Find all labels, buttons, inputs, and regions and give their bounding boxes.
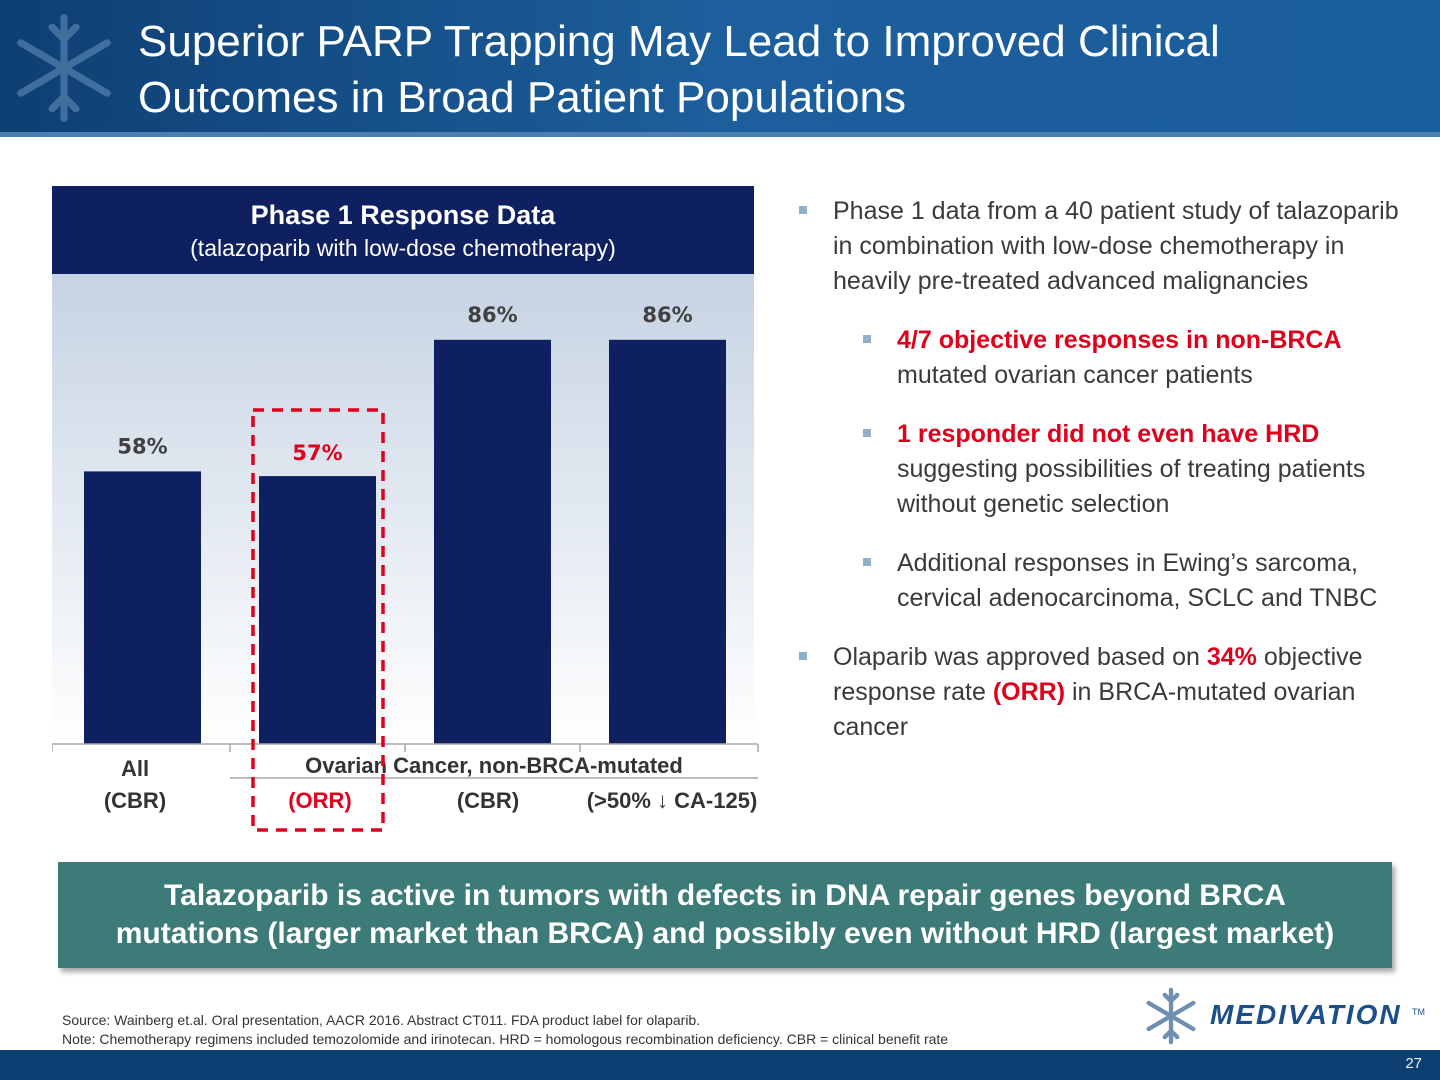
footnote-note: Note: Chemotherapy regimens included tem… <box>62 1031 949 1047</box>
brand-trademark: TM <box>1412 1007 1425 1017</box>
bar <box>609 339 726 744</box>
bullet-text: mutated ovarian cancer patients <box>897 361 1253 389</box>
header-band: Superior PARP Trapping May Lead to Impro… <box>0 0 1440 132</box>
category-label: (CBR) <box>457 788 519 813</box>
bar-chart: 58% 57% 86% 86% Ovarian Cancer, non-BRCA-mut… <box>52 274 759 832</box>
bar <box>259 476 376 744</box>
bullet-text: Phase 1 data from a 40 patient study of … <box>833 197 1399 295</box>
header-rule <box>0 132 1440 137</box>
category-label: All <box>121 756 149 781</box>
bullet-item: Additional responses in Ewing’s sarcoma,… <box>859 546 1415 616</box>
medivation-star-icon <box>1146 987 1196 1045</box>
footnote: Source: Wainberg et.al. Oral presentatio… <box>62 1011 948 1049</box>
category-label: (>50% ↓ CA-125) <box>587 788 758 813</box>
data-label: 57% <box>292 441 342 465</box>
callout-box: Talazoparib is active in tumors with def… <box>58 862 1392 968</box>
footer-bar: 27 <box>0 1050 1440 1080</box>
page-number: 27 <box>1405 1055 1422 1072</box>
bullet-marker-icon <box>799 206 807 214</box>
bullet-text: suggesting possibilities of treating pat… <box>897 455 1366 518</box>
title-line-1: Superior PARP Trapping May Lead to Impro… <box>138 17 1220 66</box>
bullet-highlight-text: 34% <box>1206 643 1257 671</box>
bullet-item: Olaparib was approved based on 34% objec… <box>795 640 1415 745</box>
slide-title: Superior PARP Trapping May Lead to Impro… <box>138 14 1418 126</box>
callout-line-1: Talazoparib is active in tumors with def… <box>164 879 1286 912</box>
brand-logo: MEDIVATION TM <box>1140 985 1430 1047</box>
group-label: Ovarian Cancer, non-BRCA-mutated <box>305 753 683 778</box>
bullet-item: Phase 1 data from a 40 patient study of … <box>795 194 1415 299</box>
callout-line-2: mutations (larger market than BRCA) and … <box>115 917 1335 950</box>
chart-header: Phase 1 Response Data (talazoparib with … <box>52 186 754 274</box>
data-label: 86% <box>467 303 517 327</box>
data-label: 58% <box>117 434 167 458</box>
bar <box>434 339 551 744</box>
title-line-2: Outcomes in Broad Patient Populations <box>138 73 907 122</box>
bullet-highlight-text: (ORR) <box>992 678 1066 706</box>
bullet-marker-icon <box>863 335 871 343</box>
category-label: (CBR) <box>104 788 166 813</box>
data-label: 86% <box>642 303 692 327</box>
brand-name: MEDIVATION <box>1210 999 1402 1030</box>
bullet-highlight-text: 1 responder did not even have HRD <box>897 420 1320 448</box>
bullet-marker-icon <box>863 429 871 437</box>
highlight-box <box>251 408 385 832</box>
bar <box>84 471 201 744</box>
bullet-marker-icon <box>863 558 871 566</box>
chart-subtitle: (talazoparib with low-dose chemotherapy) <box>190 235 616 261</box>
bullet-highlight-text: 4/7 objective responses in non-BRCA <box>897 326 1342 354</box>
bullet-item: 1 responder did not even have HRD sugges… <box>859 417 1415 522</box>
bullet-marker-icon <box>799 652 807 660</box>
bullet-item: 4/7 objective responses in non-BRCA muta… <box>859 323 1415 393</box>
bullet-text: Olaparib was approved based on <box>833 643 1207 671</box>
bullet-text: Additional responses in Ewing’s sarcoma,… <box>897 549 1378 612</box>
bullet-text: in BRCA-mutated ovarian cancer <box>833 678 1356 741</box>
footnote-source: Source: Wainberg et.al. Oral presentatio… <box>62 1012 701 1028</box>
bullet-text: objective response rate <box>833 643 1363 706</box>
bullet-list: Phase 1 data from a 40 patient study of … <box>795 194 1415 769</box>
category-label: (ORR) <box>288 788 352 813</box>
chart-title: Phase 1 Response Data <box>250 200 556 230</box>
snowflake-logo-icon <box>17 14 111 122</box>
